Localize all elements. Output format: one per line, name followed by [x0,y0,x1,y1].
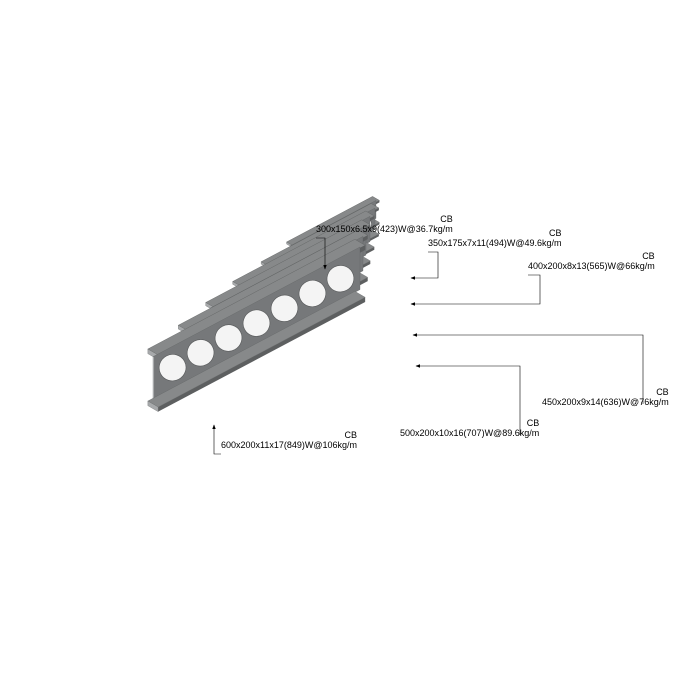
label-spec-l600: 600x200x11x17(849)W@106kg/m [221,440,357,450]
label-spec-l350: 350x175x7x11(494)W@49.6kg/m [428,238,562,248]
leader-l500 [416,366,520,435]
label-spec-l450: 450x200x9x14(636)W@76kg/m [542,397,669,407]
label-prefix-l600: CB [345,430,358,440]
leader-l350 [411,252,438,278]
label-spec-l500: 500x200x10x16(707)W@89.6kg/m [400,428,539,438]
label-spec-l400: 400x200x8x13(565)W@66kg/m [528,261,655,271]
label-prefix-l350: CB [549,228,562,238]
leader-l400 [411,275,540,304]
label-prefix-l400: CB [642,251,655,261]
leader-l450 [413,335,643,404]
label-prefix-l450: CB [656,387,669,397]
label-spec-l300: 300x150x6.5x9(423)W@36.7kg/m [316,224,453,234]
label-prefix-l300: CB [440,214,453,224]
label-prefix-l500: CB [527,418,540,428]
leader-l600 [214,425,221,454]
